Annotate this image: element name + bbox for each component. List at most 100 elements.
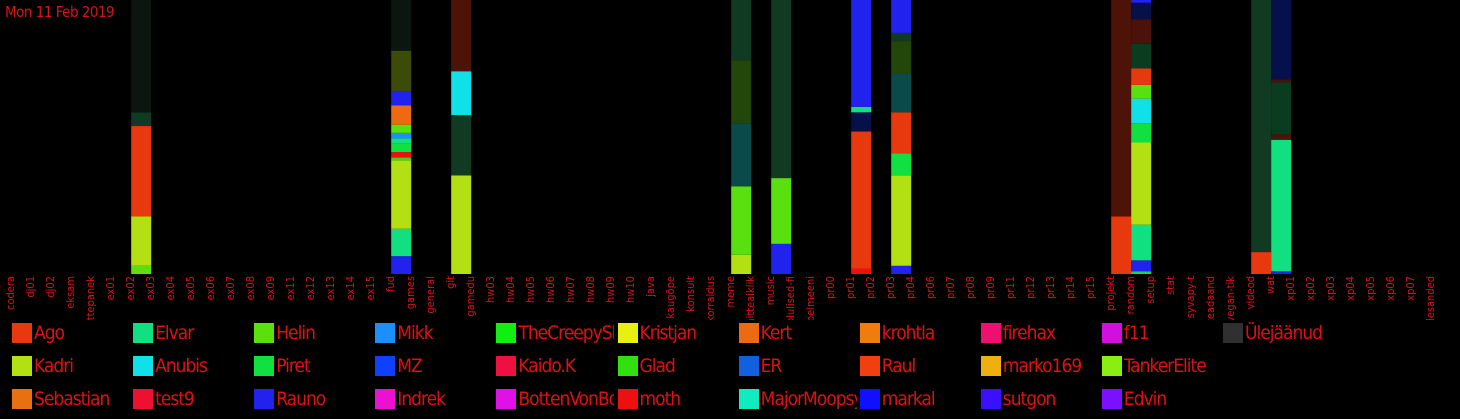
legend-label: Piret [276, 355, 310, 377]
x-tick-label-xp04: xp04 [1344, 276, 1357, 301]
legend-label: Helin [276, 322, 316, 344]
x-tick-label-xp02: xp02 [1304, 276, 1317, 301]
x-tick-label-java: java [644, 276, 657, 298]
legend-label: moth [639, 388, 682, 410]
legend-label: markal [881, 388, 936, 410]
legend-swatch [254, 323, 275, 343]
x-tick-label-codera: codera [4, 276, 17, 310]
legend-item-test9: test9 [133, 388, 251, 410]
legend-item-sutgon: sutgon [980, 388, 1099, 410]
legend-label: krohtla [881, 322, 936, 344]
x-tick-label-dj02: dj02 [44, 276, 57, 298]
legend-label: Kristjan [639, 322, 698, 344]
legend-swatch [12, 323, 32, 343]
legend-item-markal: markal [859, 388, 978, 410]
legend-item-MajorMoopsy: MajorMoopsy [738, 388, 857, 410]
legend-label: Kaido.K [518, 355, 576, 377]
bar-segment-random-Anubis [1131, 98, 1152, 124]
x-tick-label-pr02: pr02 [864, 276, 877, 299]
bar-segment-videod-Ülejäänud [1251, 0, 1272, 253]
x-tick-label-hw07: hw07 [564, 276, 577, 303]
legend-label: sutgon [1002, 388, 1057, 410]
x-tick-label-videod: videod [1244, 276, 1257, 309]
x-tick-label-pr08: pr08 [964, 276, 977, 299]
x-tick-label-ex14: ex14 [344, 276, 357, 300]
bar-segment-ex02-Kadri [131, 216, 152, 266]
legend-item-Sebastian: Sebastian [12, 388, 130, 410]
bar-segment-random-Rauno [1131, 0, 1152, 3]
bar-segment-random-Ülejäänud [1131, 43, 1152, 69]
legend-swatch [859, 356, 880, 376]
legend-item-Kaido.K: Kaido.K [496, 355, 614, 377]
bar-segment-meme-Kadri [731, 254, 752, 274]
bar-segment-ex02-Ülejäänud [131, 112, 152, 127]
x-tick-label-konsult: konsult [684, 276, 697, 312]
bar-segment-fud-Rauno [391, 91, 412, 106]
legend-swatch [1101, 389, 1122, 409]
bar-segment-pr03-Kadri [891, 175, 912, 266]
bar-segment-git-Ülejäänud [451, 0, 472, 72]
legend-swatch [133, 323, 154, 343]
legend-swatch [254, 356, 275, 376]
legend-swatch [980, 356, 1001, 376]
x-tick-label-hw10: hw10 [624, 276, 637, 303]
bar-segment-pr01-Elvar [851, 106, 872, 113]
legend-label: Ülejäänud [1245, 322, 1323, 344]
x-tick-label-kaugõpe: kaugõpe [664, 276, 677, 319]
legend-swatch [375, 356, 396, 376]
x-tick-label-ex12: ex12 [304, 276, 317, 300]
legend-label: marko169 [1002, 355, 1082, 377]
bar-segment-projekt-Ülejäänud [1111, 0, 1132, 217]
x-tick-label-ettepanek: ettepanek [84, 276, 97, 320]
legend-label: Edvin [1123, 388, 1167, 410]
legend-item-ER: ER [738, 355, 857, 377]
bar-segment-fud-Kert [391, 105, 412, 125]
legend-item-MZ: MZ [375, 355, 493, 377]
x-tick-label-xp01: xp01 [1284, 276, 1297, 301]
legend-swatch [133, 356, 154, 376]
bar-segment-fud-Elvar [391, 138, 412, 144]
bar-segment-pr03-Rauno [891, 0, 912, 33]
x-tick-label-setup: setup [1144, 276, 1157, 304]
bar-segment-pr03-Ülejäänud [891, 32, 912, 42]
legend-item-f11: f11 [1101, 322, 1220, 344]
legend-swatch [12, 356, 32, 376]
bar-segment-random-Piret [1131, 271, 1152, 274]
chart-title: Mon 11 Feb 2019 [5, 3, 115, 21]
x-tick-label-pr06: pr06 [924, 276, 937, 299]
legend-label: BottenVonBot [518, 388, 615, 410]
legend-swatch [617, 323, 638, 343]
bar-segment-wat-Elvar [1271, 139, 1292, 272]
x-tick-label-pr00: pr00 [824, 276, 837, 299]
legend-item-BottenVonBot: BottenVonBot [496, 388, 614, 410]
x-tick-label-mitteaiklik: mitteaiklik [744, 276, 757, 320]
bar-segment-fud-Glad [391, 157, 412, 161]
legend-label: Rauno [276, 388, 326, 410]
legend-label: Kert [760, 322, 793, 344]
legend-swatch [254, 389, 275, 409]
bar-segment-pr03-Rauno [891, 265, 912, 274]
bar-segment-random-Helin [1131, 84, 1152, 99]
x-tick-label-hw08: hw08 [584, 276, 597, 303]
legend-swatch [859, 323, 880, 343]
legend-item-Elvar: Elvar [133, 322, 251, 344]
x-tick-label-music: music [764, 276, 777, 305]
bar-segment-meme-Ülejäänud [731, 123, 752, 187]
legend-swatch [496, 323, 517, 343]
x-tick-label-general: general [424, 276, 437, 314]
bar-segment-pr01-Ago [851, 131, 872, 269]
legend-swatch [738, 323, 759, 343]
bar-segment-random-Piret [1131, 123, 1152, 143]
legend-item-Raul: Raul [859, 355, 978, 377]
legend-swatch [496, 389, 517, 409]
x-tick-label-ex01: ex01 [104, 276, 117, 300]
legend-item-Ago: Ago [12, 322, 130, 344]
x-tick-label-ex13: ex13 [324, 276, 337, 300]
x-tick-label-hw04: hw04 [504, 276, 517, 303]
x-tick-label-pr11: pr11 [1004, 276, 1017, 299]
legend-swatch [12, 389, 32, 409]
bar-segment-git-Ülejäänud [451, 115, 472, 176]
legend-label: Indrek [397, 388, 446, 410]
bar-segment-fud-Helin [391, 124, 412, 133]
x-tick-label-pr14: pr14 [1064, 276, 1077, 299]
